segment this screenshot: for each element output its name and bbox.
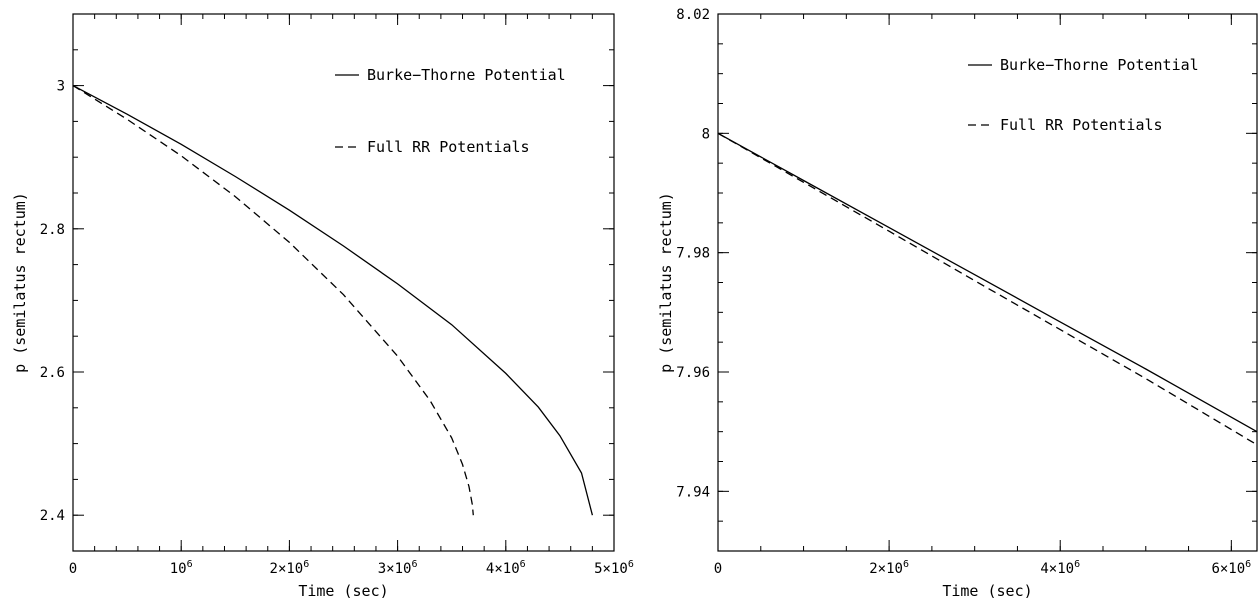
x-tick-label: 4×106 <box>1040 559 1080 577</box>
y-axis-label: p (semilatus rectum) <box>657 192 675 373</box>
plot-frame <box>72 13 615 552</box>
y-tick-label: 2.6 <box>40 365 65 381</box>
y-tick-label: 2.4 <box>40 508 65 524</box>
x-tick-label: 0 <box>714 561 722 577</box>
legend-label: Full RR Potentials <box>367 138 530 156</box>
y-tick-label: 2.8 <box>40 222 65 238</box>
legend-label: Burke−Thorne Potential <box>1000 56 1199 74</box>
x-axis-label: Time (sec) <box>298 582 388 600</box>
x-tick-label: 6×106 <box>1211 559 1251 577</box>
x-tick-label: 2×106 <box>869 559 909 577</box>
series-burke-thorne-potential-line <box>717 132 1258 433</box>
legend-label: Burke−Thorne Potential <box>367 66 566 84</box>
series-full-rr-potentials-line <box>717 132 1258 446</box>
panel-2: 0 2×106 4×106 6×106 7.94 7.96 7.98 8 8.02 Time (s… <box>657 7 1258 600</box>
y-tick-label: 8 <box>702 126 710 142</box>
series-full-rr-potentials-line <box>72 85 474 516</box>
x-tick-label: 2×106 <box>270 559 310 577</box>
x-tick-label: 106 <box>170 559 193 577</box>
x-tick-label: 4×106 <box>486 559 526 577</box>
x-tick-label: 3×106 <box>378 559 418 577</box>
panel-1: 0 106 2×106 3×106 4×106 5×106 2.4 2.6 2.8 3 Time (… <box>11 13 634 600</box>
y-tick-label: 7.94 <box>676 484 710 500</box>
y-tick-label: 7.96 <box>676 365 710 381</box>
y-axis-label: p (semilatus rectum) <box>11 192 29 373</box>
y-tick-label: 3 <box>57 79 65 95</box>
x-tick-label: 0 <box>69 561 77 577</box>
series-burke-thorne-potential-line <box>72 85 594 516</box>
x-tick-label: 5×106 <box>594 559 634 577</box>
x-axis-label: Time (sec) <box>942 582 1032 600</box>
legend-label: Full RR Potentials <box>1000 116 1163 134</box>
y-tick-label: 8.02 <box>676 7 710 23</box>
y-tick-label: 7.98 <box>676 246 710 262</box>
